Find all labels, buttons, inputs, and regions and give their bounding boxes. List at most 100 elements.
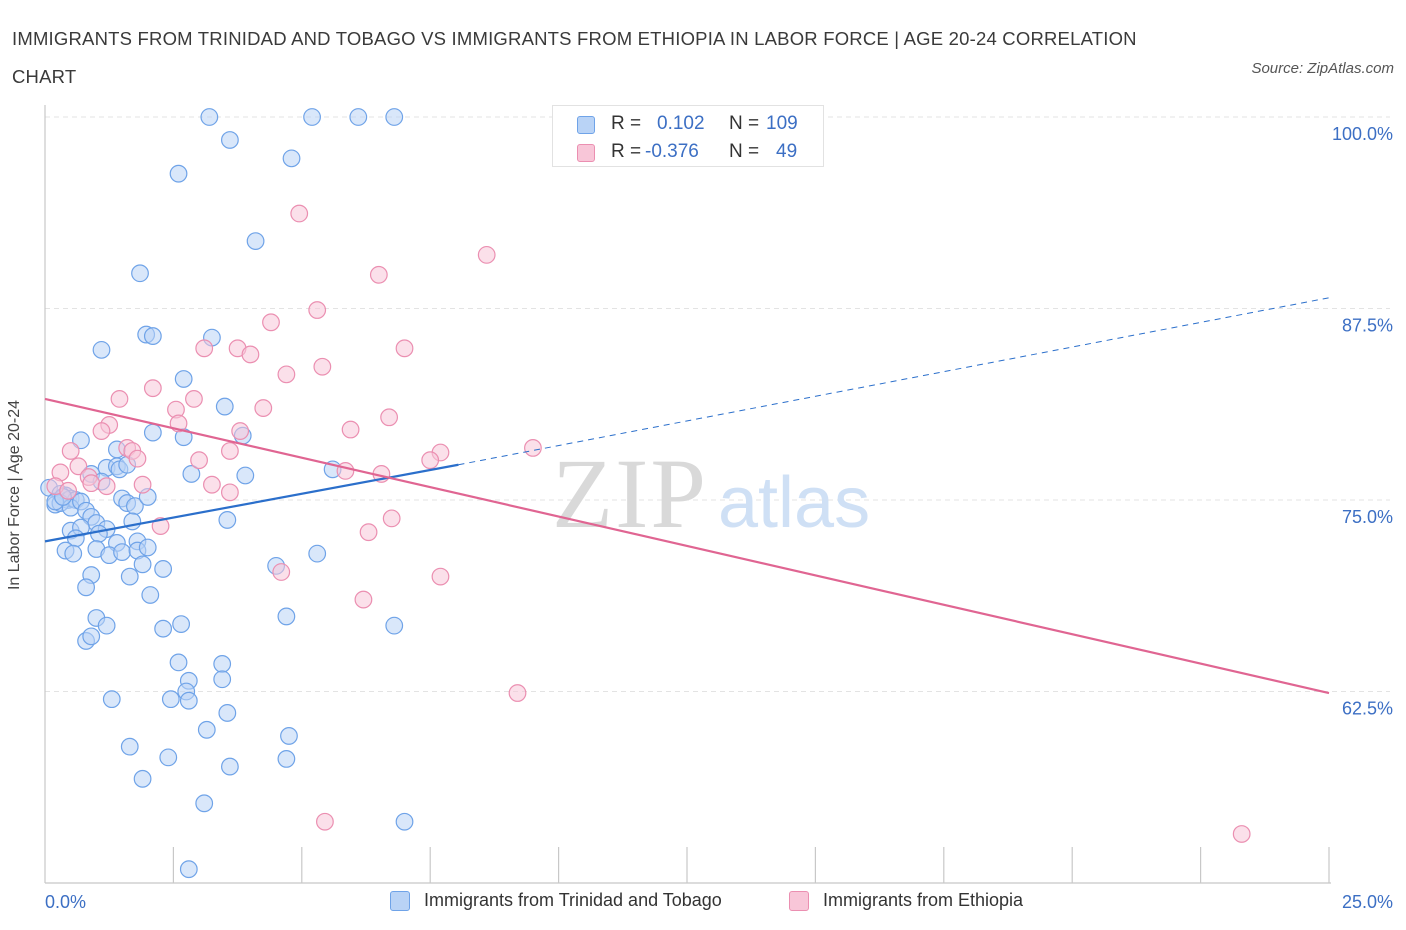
point-ethiopia — [128, 449, 147, 468]
point-trinidad — [154, 619, 173, 638]
point-trinidad — [220, 757, 239, 776]
point-trinidad — [195, 794, 214, 813]
point-ethiopia — [354, 590, 373, 609]
point-trinidad — [385, 108, 404, 126]
point-trinidad — [92, 340, 111, 359]
point-ethiopia — [254, 399, 273, 417]
y-axis-label: In Labor Force | Age 20-24 — [6, 399, 23, 591]
legend-r-value: -0.376 — [645, 141, 699, 162]
point-ethiopia — [203, 475, 221, 494]
point-trinidad — [131, 264, 149, 283]
point-ethiopia — [272, 563, 291, 581]
point-ethiopia — [151, 517, 170, 535]
point-trinidad — [138, 538, 157, 557]
point-ethiopia — [508, 684, 527, 702]
point-trinidad — [182, 465, 201, 483]
point-trinidad — [213, 655, 232, 673]
point-trinidad — [215, 397, 234, 416]
point-trinidad — [169, 653, 188, 672]
point-ethiopia — [421, 451, 440, 470]
legend-n-value: 49 — [776, 141, 798, 162]
watermark-atlas: atlas — [718, 463, 870, 543]
point-trinidad — [159, 748, 178, 767]
point-ethiopia — [359, 523, 378, 542]
point-trinidad — [303, 108, 321, 126]
point-trinidad — [154, 560, 173, 578]
point-trinidad — [72, 431, 90, 450]
legend-label-ethiopia: Immigrants from Ethiopia — [823, 890, 1024, 910]
series-ethiopia-points — [46, 204, 1251, 843]
point-trinidad — [179, 691, 198, 710]
point-ethiopia — [1232, 825, 1251, 843]
point-ethiopia — [262, 313, 280, 332]
legend-r-value: 0.102 — [657, 113, 705, 134]
chart-title: IMMIGRANTS FROM TRINIDAD AND TOBAGO VS I… — [12, 28, 1137, 87]
correlation-legend: R = 0.102 N = 109 R = -0.376 N = 49 — [552, 105, 824, 167]
x-tick-label: 25.0% — [1342, 892, 1393, 912]
legend-swatch-pink — [789, 891, 809, 911]
point-ethiopia — [316, 812, 334, 831]
point-ethiopia — [195, 339, 214, 358]
point-ethiopia — [336, 461, 355, 480]
point-ethiopia — [308, 301, 327, 319]
point-ethiopia — [185, 389, 203, 408]
point-trinidad — [277, 750, 296, 768]
point-trinidad — [82, 627, 101, 646]
point-trinidad — [133, 769, 152, 788]
point-trinidad — [143, 423, 162, 442]
legend-n-value: 109 — [766, 113, 798, 134]
point-trinidad — [395, 812, 414, 831]
point-ethiopia — [231, 422, 250, 440]
point-trinidad — [102, 690, 121, 709]
point-trinidad — [174, 370, 193, 388]
point-ethiopia — [82, 474, 101, 493]
point-trinidad — [218, 511, 237, 529]
point-trinidad — [236, 466, 255, 485]
point-trinidad — [385, 616, 404, 635]
trend-lines — [44, 297, 1330, 695]
point-trinidad — [349, 108, 368, 126]
point-ethiopia — [395, 339, 414, 358]
point-ethiopia — [277, 365, 296, 384]
point-ethiopia — [59, 481, 78, 500]
point-trinidad — [280, 727, 298, 745]
point-trinidad — [97, 616, 116, 635]
watermark: ZIP atlas — [552, 438, 870, 549]
point-ethiopia — [69, 457, 88, 476]
x-tick-label: 0.0% — [45, 892, 86, 912]
legend-r-label: R = — [611, 113, 642, 134]
point-trinidad — [218, 704, 237, 722]
point-ethiopia — [477, 245, 496, 264]
point-ethiopia — [241, 345, 260, 364]
point-trinidad — [172, 615, 191, 633]
point-ethiopia — [97, 477, 116, 496]
point-ethiopia — [110, 389, 129, 408]
point-ethiopia — [431, 567, 450, 586]
source-label: Source: ZipAtlas.com — [1251, 60, 1394, 77]
point-trinidad — [141, 586, 160, 604]
gridlines — [45, 116, 1390, 692]
y-tick-labels: 62.5% 75.0% 87.5% 100.0% — [1332, 124, 1393, 719]
point-trinidad — [282, 149, 301, 168]
point-ethiopia — [524, 439, 542, 457]
point-trinidad — [90, 524, 108, 543]
point-trinidad — [213, 670, 232, 689]
point-ethiopia — [313, 357, 332, 376]
point-trinidad — [200, 108, 219, 126]
point-ethiopia — [220, 483, 239, 502]
legend-swatch-pink — [577, 144, 595, 162]
legend-swatch-blue — [577, 116, 595, 134]
point-ethiopia — [92, 422, 111, 440]
legend-r-label: R = — [611, 141, 642, 162]
point-ethiopia — [61, 442, 80, 460]
watermark-zip: ZIP — [552, 438, 708, 549]
legend-n-label: N = — [729, 113, 760, 134]
point-trinidad — [77, 578, 95, 597]
point-trinidad — [120, 737, 139, 756]
point-trinidad — [133, 555, 152, 574]
point-trinidad — [179, 860, 198, 879]
y-tick-label: 62.5% — [1342, 699, 1393, 719]
y-axis-label-wrap: In Labor Force | Age 20-24 — [6, 305, 24, 590]
point-trinidad — [161, 690, 180, 709]
